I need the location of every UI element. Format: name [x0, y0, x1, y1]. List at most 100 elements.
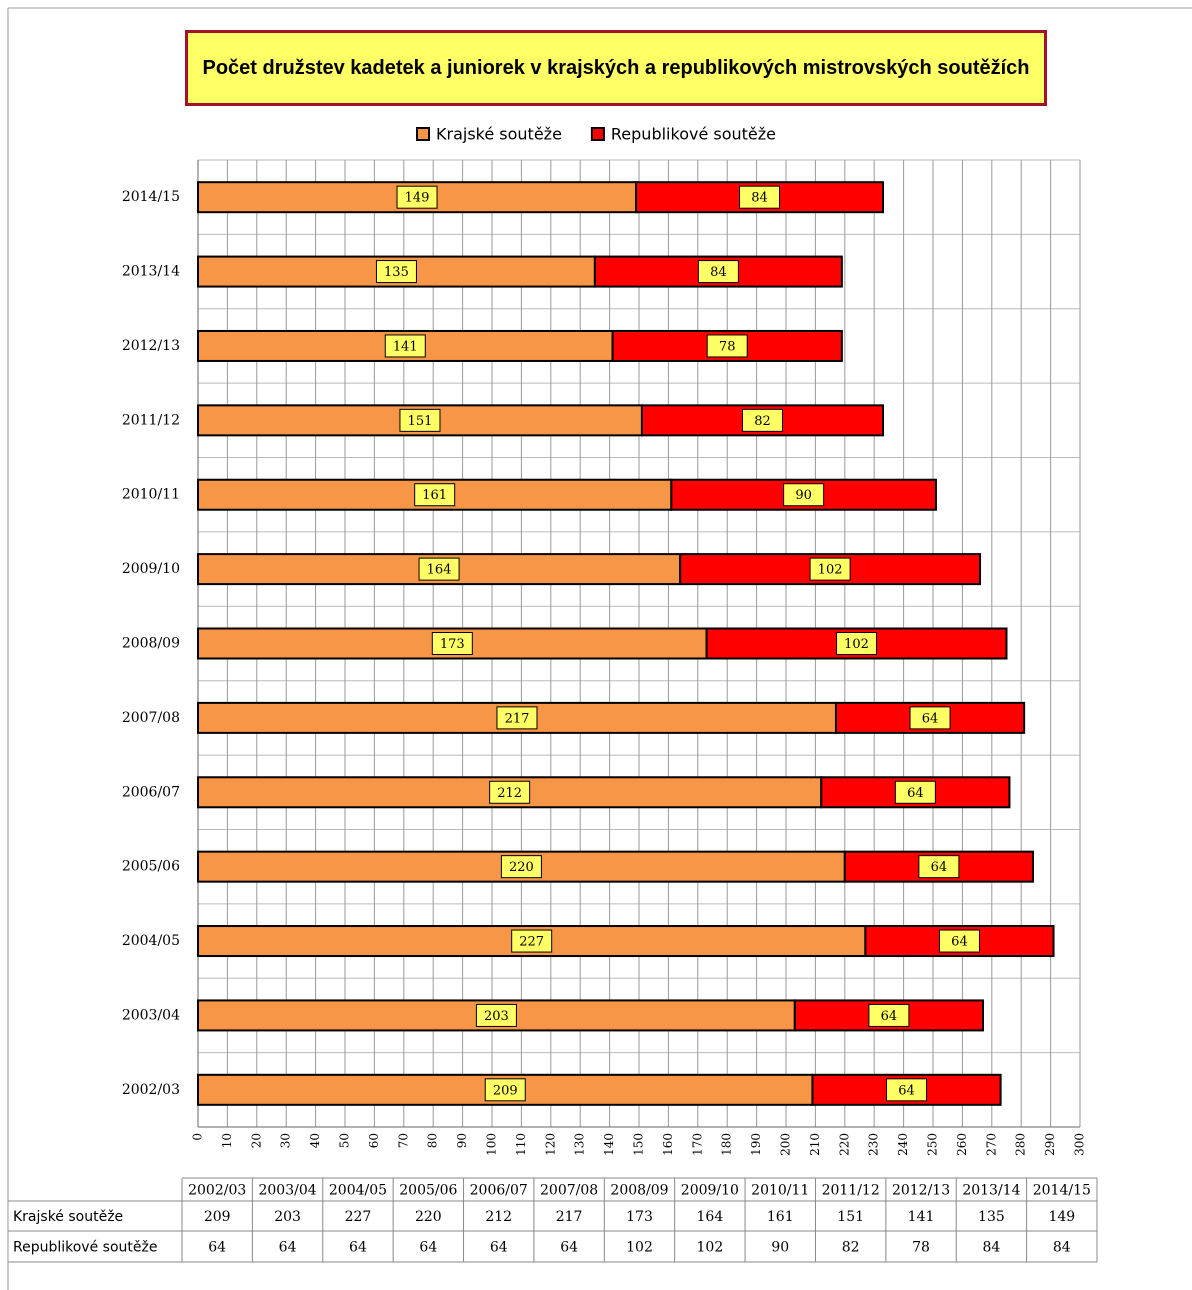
y-tick-label: 2010/11: [122, 487, 180, 503]
x-tick-label: 150: [632, 1133, 646, 1156]
data-label-box: [868, 1003, 910, 1027]
data-label-box: [706, 334, 748, 358]
y-tick-label: 2004/05: [122, 933, 180, 949]
y-tick-label: 2003/04: [122, 1007, 180, 1023]
table-cell: 141: [908, 1209, 935, 1225]
y-tick-label: 2009/10: [122, 561, 180, 577]
data-label: 173: [440, 637, 465, 652]
table-header: 2014/15: [1033, 1183, 1091, 1199]
data-label: 64: [907, 786, 924, 801]
table-header: 2009/10: [681, 1183, 739, 1199]
y-tick-label: 2005/06: [122, 859, 180, 875]
table-row-label: Republikové soutěže: [13, 1240, 157, 1256]
data-label-box: [484, 1078, 526, 1102]
table-cell: 78: [912, 1240, 930, 1256]
table-header: 2011/12: [822, 1183, 880, 1199]
table-cell: 82: [842, 1240, 860, 1256]
x-tick-label: 50: [338, 1133, 352, 1148]
x-tick-label: 100: [485, 1133, 499, 1156]
data-label-box: [496, 706, 538, 730]
data-label: 149: [405, 191, 430, 206]
x-tick-label: 10: [220, 1133, 234, 1148]
data-label: 151: [408, 414, 433, 429]
x-tick-label: 250: [926, 1133, 940, 1156]
table-cell: 102: [697, 1240, 724, 1256]
chart-title: Počet družstev kadetek a juniorek v kraj…: [185, 30, 1047, 106]
x-tick-label: 200: [779, 1133, 793, 1156]
y-tick-label: 2014/15: [122, 189, 180, 205]
data-label: 64: [881, 1009, 898, 1024]
data-label: 82: [754, 414, 771, 429]
x-tick-label: 110: [514, 1133, 528, 1156]
table-cell: 64: [560, 1240, 578, 1256]
data-label: 209: [493, 1083, 518, 1098]
data-label-box: [938, 929, 980, 953]
data-label-box: [809, 557, 851, 581]
x-tick-label: 130: [573, 1133, 587, 1156]
data-label: 64: [951, 935, 968, 950]
data-label-box: [414, 483, 456, 507]
data-label: 220: [509, 860, 534, 875]
data-label-box: [399, 408, 441, 432]
x-tick-label: 280: [1014, 1133, 1028, 1156]
data-label-box: [741, 408, 783, 432]
data-label: 164: [427, 563, 452, 578]
table-header: 2012/13: [892, 1183, 950, 1199]
table-cell: 212: [485, 1209, 512, 1225]
data-label-box: [918, 855, 960, 879]
table-header: 2006/07: [470, 1183, 528, 1199]
x-tick-label: 300: [1073, 1133, 1087, 1156]
table-header: 2005/06: [399, 1183, 457, 1199]
data-label: 212: [497, 786, 522, 801]
data-label: 217: [505, 711, 530, 726]
x-tick-label: 120: [543, 1133, 557, 1156]
data-label: 64: [931, 860, 948, 875]
data-label-box: [697, 260, 739, 284]
data-label-box: [489, 780, 531, 804]
x-tick-label: 290: [1043, 1133, 1057, 1156]
data-label: 102: [844, 637, 869, 652]
table-cell: 102: [626, 1240, 653, 1256]
table-cell: 64: [279, 1240, 297, 1256]
data-label: 161: [422, 488, 447, 503]
data-label-box: [739, 185, 781, 209]
table-row-label: Krajské soutěže: [13, 1209, 123, 1225]
x-tick-label: 80: [426, 1133, 440, 1148]
table-cell: 203: [274, 1209, 301, 1225]
x-tick-label: 260: [955, 1133, 969, 1156]
y-tick-label: 2011/12: [122, 412, 180, 428]
table-cell: 164: [697, 1209, 724, 1225]
table-cell: 135: [978, 1209, 1005, 1225]
table-header: 2004/05: [329, 1183, 387, 1199]
y-tick-label: 2007/08: [122, 710, 180, 726]
table-cell: 209: [204, 1209, 231, 1225]
data-label: 102: [818, 563, 843, 578]
legend-swatch: [416, 127, 430, 141]
x-tick-label: 70: [396, 1133, 410, 1148]
legend-swatch: [590, 127, 605, 141]
data-label: 135: [384, 265, 409, 280]
x-tick-label: 220: [837, 1133, 851, 1156]
data-label-box: [475, 1003, 517, 1027]
table-cell: 84: [1053, 1240, 1071, 1256]
y-tick-label: 2002/03: [122, 1082, 180, 1098]
data-label-box: [886, 1078, 928, 1102]
table-cell: 84: [983, 1240, 1001, 1256]
data-label: 64: [922, 711, 939, 726]
table-cell: 64: [208, 1240, 226, 1256]
x-tick-label: 210: [808, 1133, 822, 1156]
x-tick-label: 170: [690, 1133, 704, 1156]
table-cell: 173: [626, 1209, 653, 1225]
table-cell: 227: [345, 1209, 372, 1225]
data-label-box: [500, 855, 542, 879]
table-header: 2003/04: [258, 1183, 316, 1199]
x-tick-label: 190: [749, 1133, 763, 1156]
y-tick-label: 2013/14: [122, 264, 180, 280]
x-tick-label: 230: [867, 1133, 881, 1156]
table-cell: 64: [349, 1240, 367, 1256]
table-cell: 161: [767, 1209, 794, 1225]
data-label-box: [511, 929, 553, 953]
legend-label: Republikové soutěže: [611, 125, 776, 144]
